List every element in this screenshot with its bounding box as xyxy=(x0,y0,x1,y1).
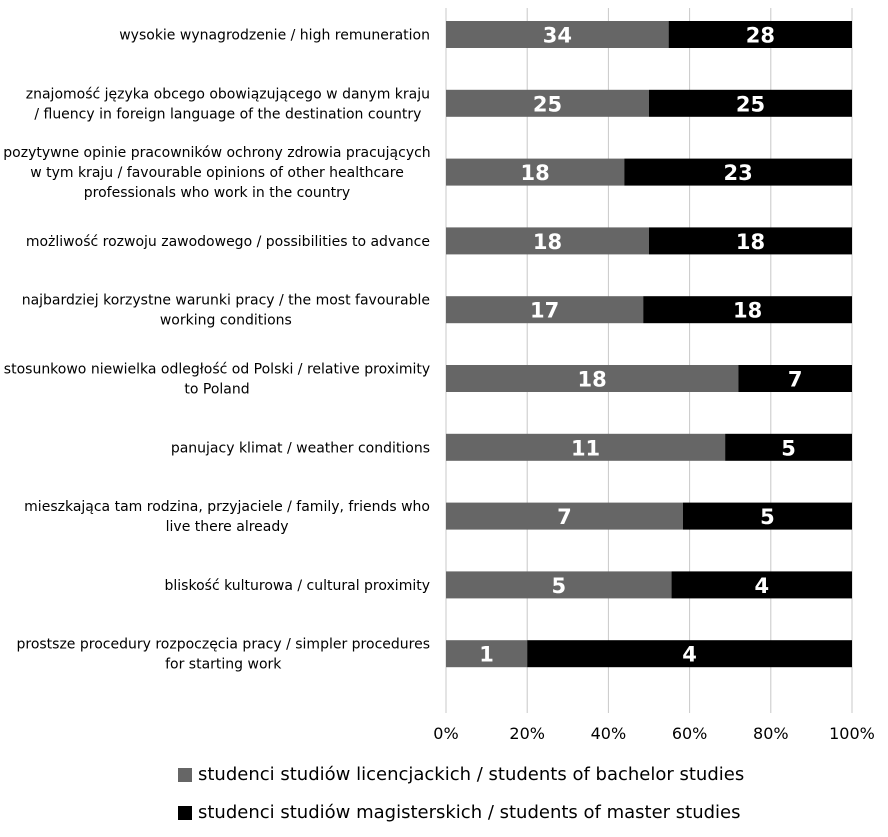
data-label-bachelor: 1 xyxy=(479,643,494,667)
data-label-master: 18 xyxy=(736,230,765,254)
bar-bachelor xyxy=(446,158,625,186)
bar-bachelor xyxy=(446,227,649,255)
category-label-line: / fluency in foreign language of the des… xyxy=(34,106,421,122)
bar-bachelor xyxy=(446,296,644,324)
data-label-master: 18 xyxy=(733,299,762,323)
data-label-bachelor: 17 xyxy=(530,299,559,323)
category-label-line: working conditions xyxy=(160,313,292,329)
bar-bachelor xyxy=(446,365,739,392)
x-tick-label: 60% xyxy=(672,724,708,743)
bar-bachelor xyxy=(446,89,649,117)
bar-bachelor xyxy=(446,21,669,48)
category-label: panujacy klimat / weather conditions xyxy=(171,440,430,456)
category-label-line: pozytywne opinie pracowników ochrony zdr… xyxy=(3,145,430,161)
bar-bachelor xyxy=(446,502,683,530)
x-tick-label: 20% xyxy=(509,724,545,743)
data-label-master: 5 xyxy=(760,505,775,529)
category-label-line: panujacy klimat / weather conditions xyxy=(171,440,430,456)
data-label-master: 5 xyxy=(781,436,796,460)
bar-master xyxy=(738,365,852,392)
bars: 34 28 25 25 18 23 18 18 17 18 18 7 11 5 7 5 5 4 1 4 xyxy=(446,21,852,668)
x-tick-label: 80% xyxy=(753,724,789,743)
bar-master xyxy=(643,296,852,324)
category-label: wysokie wynagrodzenie / high remuneratio… xyxy=(119,28,430,44)
data-label-bachelor: 18 xyxy=(533,230,562,254)
data-label-master: 4 xyxy=(754,574,769,598)
category-label-line: możliwość rozwoju zawodowego / possibili… xyxy=(26,234,430,250)
category-label: znajomość języka obcego obowiązującego w… xyxy=(26,86,430,122)
category-label-line: professionals who work in the country xyxy=(84,185,350,201)
category-label-line: wysokie wynagrodzenie / high remuneratio… xyxy=(119,28,430,44)
data-label-master: 23 xyxy=(724,161,753,185)
data-label-bachelor: 25 xyxy=(533,92,562,116)
legend-label-master: studenci studiów magisterskich / student… xyxy=(198,802,741,823)
legend-item-master: studenci studiów magisterskich / student… xyxy=(178,802,741,823)
category-label: prostsze procedury rozpoczęcia pracy / s… xyxy=(16,637,430,673)
category-labels: wysokie wynagrodzenie / high remuneratio… xyxy=(3,28,430,673)
category-label-line: bliskość kulturowa / cultural proximity xyxy=(165,578,430,594)
category-label-line: najbardziej korzystne warunki pracy / th… xyxy=(22,293,430,309)
bar-bachelor xyxy=(446,433,726,461)
bar-master xyxy=(624,158,852,186)
data-label-bachelor: 18 xyxy=(521,161,550,185)
category-label-line: for starting work xyxy=(165,657,282,673)
data-label-master: 28 xyxy=(746,24,775,48)
category-label: pozytywne opinie pracowników ochrony zdr… xyxy=(3,145,430,201)
data-label-master: 25 xyxy=(736,92,765,116)
category-label: bliskość kulturowa / cultural proximity xyxy=(165,578,430,594)
category-label: mieszkająca tam rodzina, przyjaciele / f… xyxy=(24,499,430,535)
bar-master xyxy=(725,433,852,461)
x-tick-label: 40% xyxy=(591,724,627,743)
category-label-line: live there already xyxy=(166,519,289,535)
bar-bachelor xyxy=(446,571,672,599)
legend-swatch-master xyxy=(178,805,192,820)
data-label-bachelor: 7 xyxy=(557,505,572,529)
x-axis-ticks: 0% 20% 40% 60% 80% 100% xyxy=(433,724,875,743)
legend-item-bachelor: studenci studiów licencjackich / student… xyxy=(178,764,744,785)
bar-bachelor xyxy=(446,640,528,668)
category-label-line: w tym kraju / favourable opinions of oth… xyxy=(30,165,404,181)
bar-master xyxy=(649,227,852,255)
bar-master xyxy=(649,89,852,117)
legend-swatch-bachelor xyxy=(178,767,192,782)
data-label-master: 4 xyxy=(682,643,697,667)
data-label-bachelor: 18 xyxy=(578,368,607,392)
bar-master xyxy=(527,640,852,668)
bar-master xyxy=(682,502,852,530)
category-label: najbardziej korzystne warunki pracy / th… xyxy=(22,293,430,329)
category-label-line: prostsze procedury rozpoczęcia pracy / s… xyxy=(16,637,430,653)
category-label: możliwość rozwoju zawodowego / possibili… xyxy=(26,234,430,250)
data-label-bachelor: 34 xyxy=(543,24,572,48)
category-label-line: to Poland xyxy=(184,382,249,398)
bar-master xyxy=(668,21,852,48)
bar-master xyxy=(671,571,852,599)
data-label-bachelor: 5 xyxy=(551,574,566,598)
category-label-line: znajomość języka obcego obowiązującego w… xyxy=(26,86,430,102)
legend-label-bachelor: studenci studiów licencjackich / student… xyxy=(198,764,745,785)
category-label-line: mieszkająca tam rodzina, przyjaciele / f… xyxy=(24,499,430,515)
x-tick-label: 0% xyxy=(433,724,458,743)
category-label-line: stosunkowo niewielka odległość od Polski… xyxy=(4,362,430,378)
data-label-master: 7 xyxy=(788,368,803,392)
category-label: stosunkowo niewielka odległość od Polski… xyxy=(4,362,430,398)
x-tick-label: 100% xyxy=(829,724,875,743)
data-label-bachelor: 11 xyxy=(571,436,600,460)
